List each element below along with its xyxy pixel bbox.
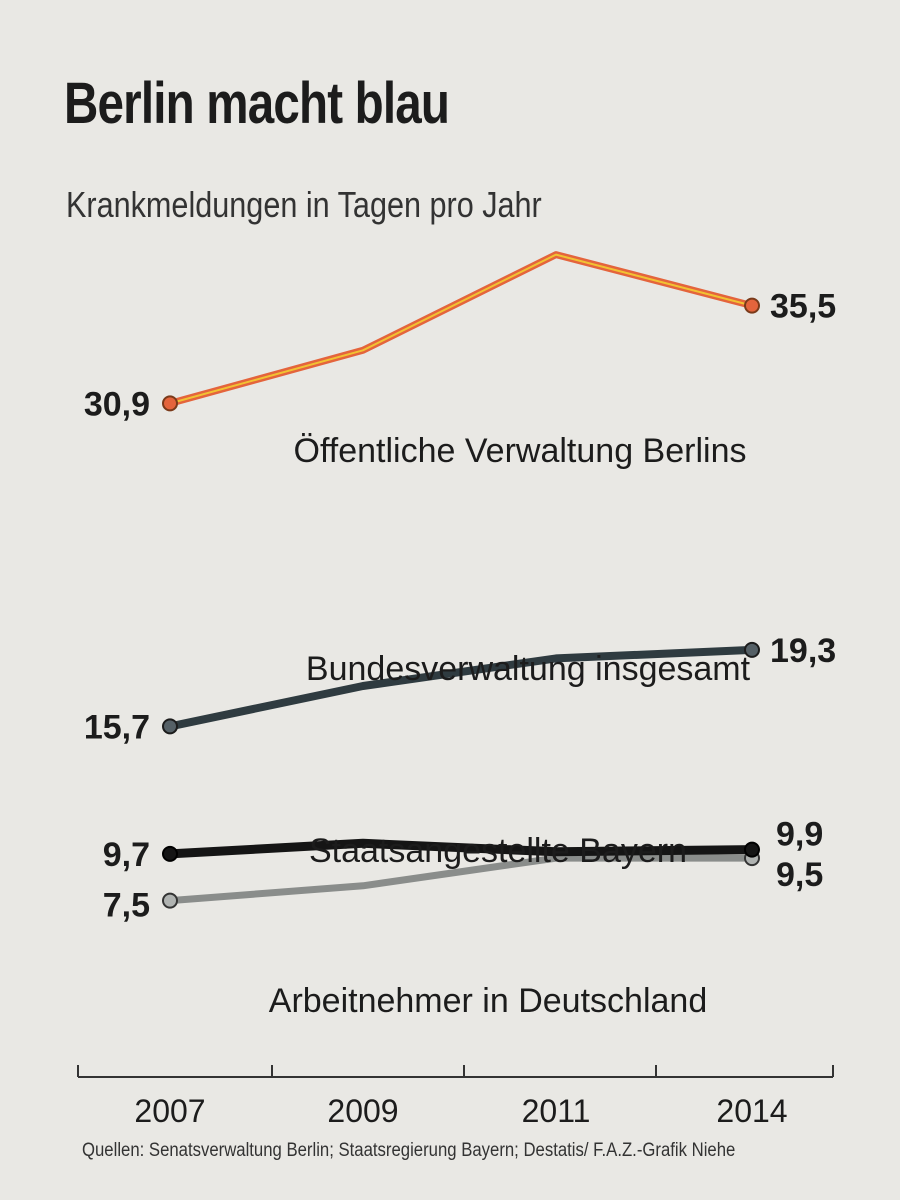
series-berlin-point — [162, 395, 178, 412]
source-note: Quellen: Senatsverwaltung Berlin; Staats… — [82, 1140, 736, 1161]
series-layer — [162, 251, 760, 909]
series-deutschland-start-label: 7,5 — [103, 887, 150, 925]
x-tick-label: 2007 — [134, 1093, 205, 1129]
series-berlin-name: Öffentliche Verwaltung Berlins — [294, 432, 747, 470]
series-berlin-start-label: 30,9 — [84, 385, 150, 423]
series-bund-point — [162, 718, 178, 735]
series-bund-name: Bundesverwaltung insgesamt — [306, 650, 751, 688]
series-bayern-line — [165, 838, 757, 859]
label-layer: 30,9 35,5 Öffentliche Verwaltung Berlins 15… — [84, 288, 836, 1020]
series-bayern-start-label: 9,7 — [103, 836, 150, 874]
series-deutschland-point — [162, 892, 178, 909]
series-bayern-end-label: 9,9 — [776, 816, 823, 854]
series-bayern-point — [162, 845, 178, 862]
series-deutschland-line — [166, 854, 756, 905]
series-berlin-line — [166, 251, 756, 407]
x-tick-label: 2014 — [716, 1093, 787, 1129]
series-bund-line — [166, 645, 756, 731]
line-chart: 2007 2009 2011 2014 30,9 35,5 Öffentliche Ver… — [77, 251, 836, 1129]
series-berlin-point — [744, 297, 760, 314]
series-bund-end-label: 19,3 — [770, 632, 836, 670]
x-tick-label: 2011 — [522, 1093, 591, 1129]
x-tick-label: 2009 — [327, 1093, 398, 1129]
series-deutschland-end-label: 9,5 — [776, 856, 823, 894]
series-bund-point — [744, 641, 760, 658]
series-deutschland-name: Arbeitnehmer in Deutschland — [269, 982, 707, 1020]
series-berlin-end-label: 35,5 — [770, 288, 836, 326]
chart-subtitle: Krankmeldungen in Tagen pro Jahr — [66, 184, 542, 225]
series-bayern-point — [744, 841, 760, 858]
series-bayern-name: Staatsangestellte Bayern — [309, 832, 687, 870]
chart-title: Berlin macht blau — [64, 71, 450, 136]
x-axis: 2007 2009 2011 2014 — [77, 1065, 834, 1129]
series-berlin-highlight — [169, 253, 753, 405]
series-bund-start-label: 15,7 — [84, 708, 150, 746]
